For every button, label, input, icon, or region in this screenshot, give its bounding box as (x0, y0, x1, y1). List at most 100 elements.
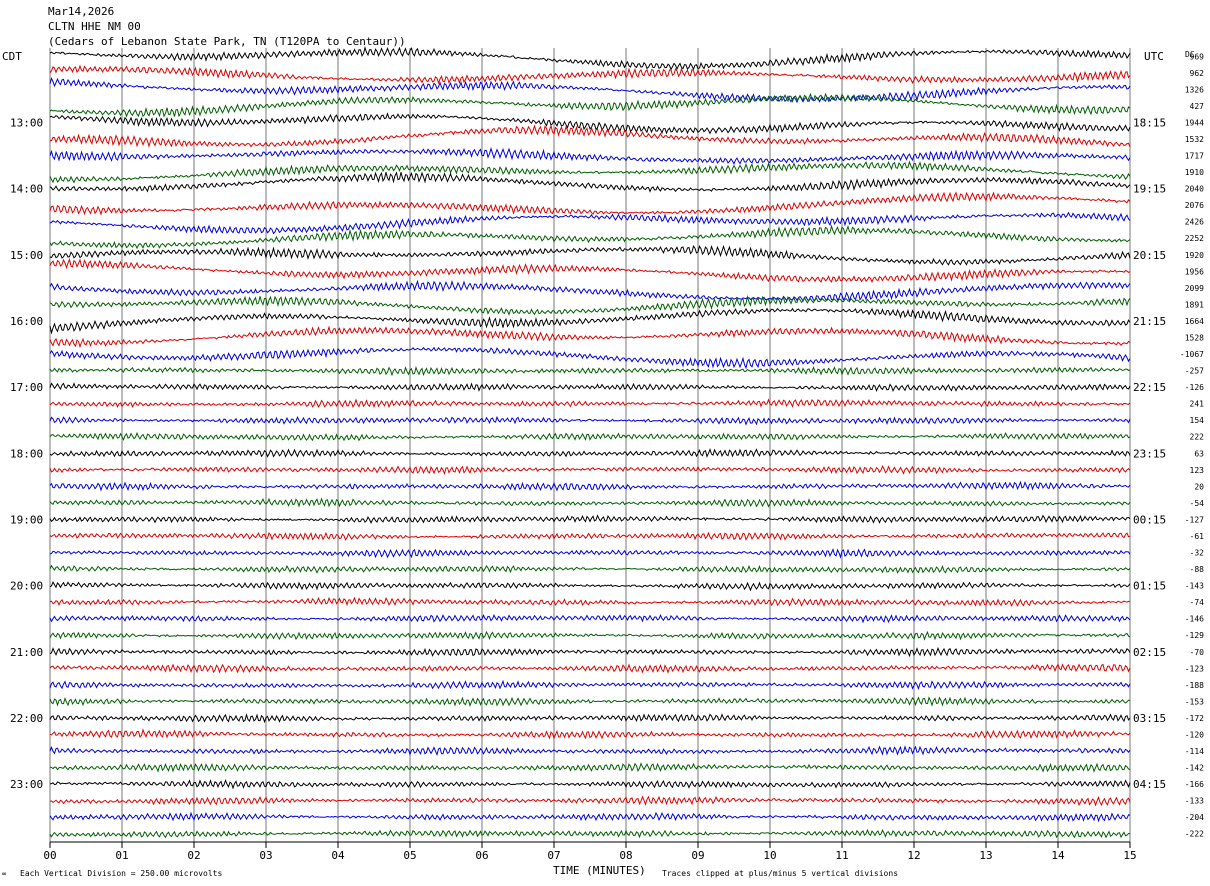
seismic-trace (50, 124, 1131, 148)
x-tick-label: 14 (1051, 849, 1065, 862)
dc-label: DC (1185, 50, 1195, 59)
seismic-trace (49, 596, 1130, 608)
dc-offset-label: 63 (1194, 449, 1204, 458)
dc-offset-label: 2076 (1185, 201, 1204, 210)
dc-offset-label: 123 (1190, 466, 1205, 475)
seismic-trace (49, 112, 1131, 135)
seismic-trace (49, 257, 1131, 284)
right-hour-label: 22:15 (1133, 381, 1166, 394)
seismic-trace (49, 431, 1131, 442)
seismic-trace (49, 514, 1131, 524)
seismic-trace (49, 762, 1131, 773)
seismic-trace (49, 728, 1131, 740)
dc-offset-label: 1944 (1185, 118, 1204, 127)
seismic-trace (49, 160, 1131, 184)
dc-offset-label: -153 (1185, 697, 1204, 706)
location-label: (Cedars of Lebanon State Park, TN (T120P… (48, 35, 406, 48)
x-tick-label: 04 (331, 849, 345, 862)
dc-offset-label: 969 (1190, 52, 1205, 61)
footer-clip-note: Traces clipped at plus/minus 5 vertical … (662, 869, 898, 878)
seismic-trace (49, 548, 1131, 559)
dc-offset-label: -127 (1185, 515, 1204, 524)
dc-offset-label: -142 (1185, 764, 1204, 773)
x-tick-label: 09 (691, 849, 704, 862)
x-axis-label: TIME (MINUTES) (553, 864, 646, 877)
footer-scale-note: Each Vertical Division = 250.00 microvol… (20, 869, 222, 878)
seismic-trace (49, 398, 1131, 409)
dc-offset-label: 1891 (1185, 300, 1204, 309)
x-tick-label: 08 (619, 849, 632, 862)
dc-offset-label: -74 (1190, 598, 1205, 607)
x-tick-label: 06 (475, 849, 488, 862)
dc-offset-label: -146 (1185, 615, 1204, 624)
seismic-trace (49, 415, 1131, 426)
left-hour-label: 13:00 (10, 116, 43, 129)
dc-offset-label: 427 (1190, 102, 1205, 111)
right-hour-label: 03:15 (1133, 712, 1166, 725)
dc-offset-label: 1528 (1185, 333, 1204, 342)
seismic-trace (49, 294, 1131, 316)
seismic-trace (49, 564, 1131, 574)
dc-offset-label: -166 (1185, 780, 1204, 789)
station-label: CLTN HHE NM 00 (48, 20, 141, 33)
right-hour-label: 04:15 (1133, 778, 1166, 791)
dc-offset-label: -204 (1185, 813, 1204, 822)
trace-group (49, 46, 1131, 839)
dc-offset-label: -1067 (1180, 350, 1204, 359)
dc-offset-label: -88 (1190, 565, 1205, 574)
right-hour-label: 23:15 (1133, 447, 1166, 460)
dc-offset-label: -126 (1185, 383, 1204, 392)
x-tick-label: 00 (43, 849, 56, 862)
dc-offset-label: -70 (1190, 648, 1205, 657)
dc-offset-label: 1664 (1185, 317, 1204, 326)
dc-offset-label: 1532 (1185, 135, 1204, 144)
x-tick-label: 15 (1123, 849, 1136, 862)
seismic-trace (49, 448, 1131, 458)
x-tick-label: 02 (187, 849, 200, 862)
dc-offset-label: 1956 (1185, 267, 1204, 276)
dc-offset-label: -172 (1185, 714, 1204, 723)
seismic-trace (49, 346, 1131, 370)
left-hour-label: 21:00 (10, 646, 43, 659)
dc-offset-label: 154 (1190, 416, 1205, 425)
dc-offset-label: -188 (1185, 681, 1204, 690)
seismic-trace (49, 646, 1131, 658)
seismic-trace (49, 46, 1131, 71)
left-hour-label: 22:00 (10, 712, 43, 725)
seismic-trace (49, 465, 1131, 476)
seismic-trace (49, 778, 1131, 790)
x-tick-label: 13 (979, 849, 992, 862)
seismic-trace (49, 224, 1131, 250)
right-hour-label: 20:15 (1133, 249, 1166, 262)
seismic-trace (49, 365, 1131, 377)
seismic-trace (49, 382, 1131, 393)
dc-offset-label: 962 (1190, 69, 1205, 78)
dc-offset-label: -143 (1185, 582, 1204, 591)
dc-offset-label: -120 (1185, 730, 1204, 739)
x-tick-label: 12 (907, 849, 920, 862)
seismic-trace (49, 581, 1131, 592)
left-hour-label: 20:00 (10, 580, 43, 593)
x-tick-label: 01 (115, 849, 128, 862)
dc-offset-label: -129 (1185, 631, 1204, 640)
left-hour-label: 18:00 (10, 447, 43, 460)
seismic-trace (49, 828, 1131, 839)
dc-offset-label: 1920 (1185, 251, 1204, 260)
x-tick-label: 07 (547, 849, 560, 862)
dc-offset-label: 241 (1190, 400, 1205, 409)
left-timezone-label: CDT (2, 50, 22, 63)
dc-offset-label: 1910 (1185, 168, 1204, 177)
grid-lines (49, 48, 1131, 842)
seismic-trace (49, 480, 1131, 492)
dc-offset-label: -114 (1185, 747, 1204, 756)
x-tick-label: 11 (835, 849, 848, 862)
dc-offset-label: 222 (1190, 433, 1205, 442)
dc-offset-label: -61 (1190, 532, 1205, 541)
seismic-trace (49, 244, 1131, 266)
seismic-trace (49, 614, 1131, 624)
seismic-trace (49, 811, 1131, 823)
dc-offset-label: 1326 (1185, 85, 1204, 94)
seismic-trace (49, 630, 1131, 641)
left-hour-label: 16:00 (10, 315, 43, 328)
